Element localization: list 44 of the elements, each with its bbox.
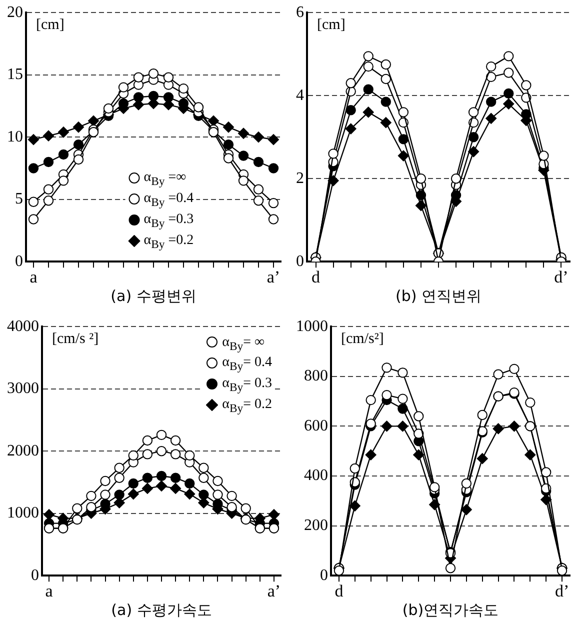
y-tick-label: 2000	[7, 442, 39, 460]
y-tick-label: 5	[15, 190, 23, 208]
legend-label: α$_{By}$= 0.3	[222, 376, 272, 394]
x-tick-label: d’	[554, 267, 568, 286]
x-axis-title: (a) 수평변위	[110, 286, 196, 305]
y-tick-label: 0	[296, 252, 304, 270]
y-tick-label: 400	[304, 467, 328, 484]
x-tick-label: a’	[266, 267, 280, 286]
x-tick-label: d	[334, 581, 344, 600]
x-tick-label: a	[30, 267, 38, 286]
y-tick-label: 0	[31, 566, 39, 584]
y-tick-label: 4	[296, 86, 304, 104]
y-tick-label: 1000	[296, 318, 328, 335]
legend-label: α$_{By}$= 0.2	[222, 396, 272, 415]
y-axis-title: [cm/s²]	[341, 331, 384, 348]
y-tick-label: 800	[304, 368, 328, 385]
x-tick-label: d	[312, 267, 321, 286]
y-tick-label: 10	[7, 128, 23, 146]
legend-label: α$_{By}$ =0.2	[144, 232, 194, 251]
y-axis-title: [cm/s ²]	[52, 331, 99, 348]
y-axis-title: [cm]	[36, 17, 64, 34]
x-tick-label: a’	[267, 581, 281, 600]
y-tick-label: 600	[304, 417, 328, 434]
y-tick-label: 0	[320, 566, 328, 584]
y-tick-label: 3000	[7, 380, 39, 398]
x-axis-title: (a) 수평가속도	[111, 600, 212, 619]
y-tick-label: 200	[304, 517, 328, 534]
legend-label: α$_{By}$ =∞	[144, 170, 186, 188]
y-tick-label: 4000	[7, 318, 39, 335]
y-tick-label: 2	[296, 170, 304, 187]
x-tick-label: a	[45, 581, 54, 600]
y-tick-label: 1000	[7, 504, 39, 522]
y-axis-title: [cm]	[317, 17, 346, 34]
y-tick-label: 0	[15, 252, 23, 270]
y-tick-label: 20	[7, 4, 23, 21]
legend-label: α$_{By}$= ∞	[222, 334, 264, 352]
y-tick-label: 15	[7, 66, 23, 84]
x-axis-title: (b)연직가속도	[402, 600, 499, 619]
x-axis-title: (b) 연직변위	[396, 286, 482, 305]
x-tick-label: d’	[554, 581, 570, 600]
legend-label: α$_{By}$ =0.3	[144, 212, 194, 230]
legend-label: α$_{By}$= 0.4	[222, 355, 272, 374]
legend-label: α$_{By}$ =0.4	[144, 191, 194, 210]
y-tick-label: 6	[296, 4, 304, 21]
